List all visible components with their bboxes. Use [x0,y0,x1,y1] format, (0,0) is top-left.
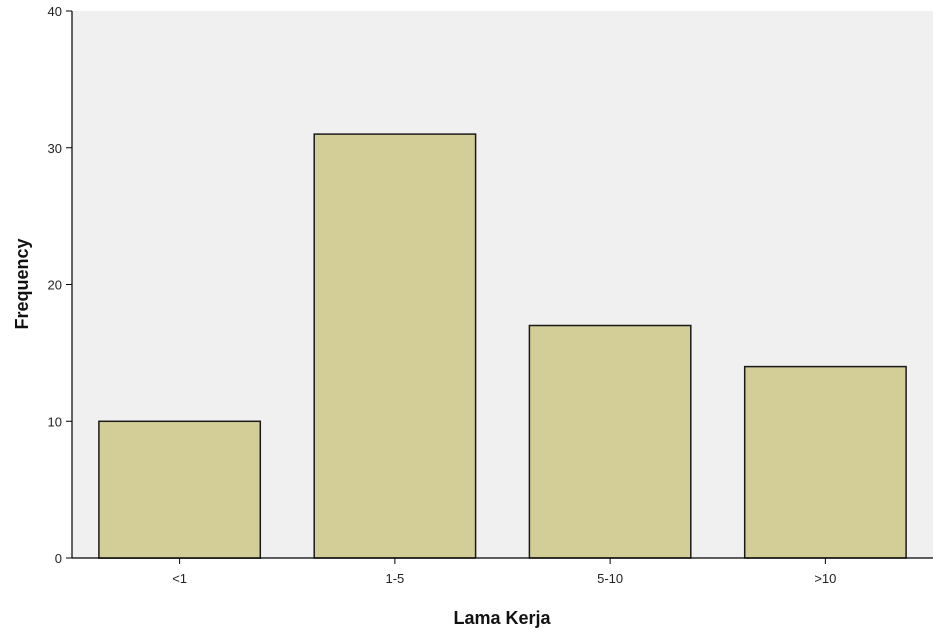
x-tick-label: <1 [172,571,187,586]
y-tick-label: 20 [48,278,62,293]
y-axis-title: Frequency [12,238,32,329]
x-tick-label: >10 [814,571,836,586]
bar [528,324,692,559]
y-axis-ticks: 0 10 20 30 40 [48,4,72,566]
bars-group [98,133,907,559]
x-axis-ticks: <1 1-5 5-10 >10 [172,558,836,586]
y-tick-label: 0 [55,551,62,566]
x-tick-label: 5-10 [597,571,623,586]
x-axis-title: Lama Kerja [453,608,551,628]
bar [743,365,907,559]
x-tick-label: 1-5 [385,571,404,586]
bar [98,420,262,559]
y-tick-label: 40 [48,4,62,19]
bar [313,133,477,559]
y-tick-label: 30 [48,141,62,156]
y-tick-label: 10 [48,414,62,429]
